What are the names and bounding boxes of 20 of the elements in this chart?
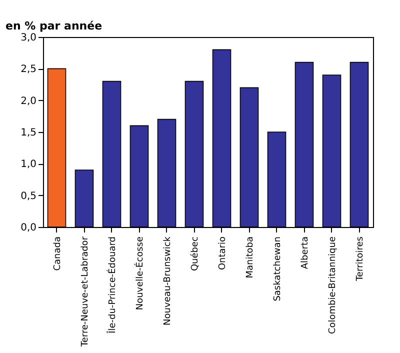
x-tick-label: Manitoba — [245, 236, 256, 278]
x-tick-label: Nouvelle-Écosse — [133, 236, 146, 310]
x-tick-label: Alberta — [300, 236, 310, 270]
x-tick-label: Ontario — [218, 236, 228, 270]
y-tick-label: 0,0 — [20, 222, 36, 234]
x-tick-label: Nouveau-Brunswick — [162, 236, 173, 326]
y-tick-label: 2,5 — [20, 64, 36, 76]
x-tick-label: Île-du-Prince-Édouard — [106, 236, 118, 334]
x-tick-label: Saskatchewan — [272, 236, 283, 302]
x-tick-label: Colombie-Britannique — [328, 236, 338, 334]
x-tick-label: Québec — [189, 236, 200, 272]
y-tick-label: 1,5 — [20, 128, 36, 138]
x-tick-label: Terre-Neuve-et-Labrador — [80, 236, 90, 348]
y-tick-label: 2,0 — [20, 96, 36, 107]
y-tick-label: 1,0 — [20, 159, 36, 170]
y-axis-title: en % par année — [6, 20, 102, 32]
x-tick-label: Canada — [52, 236, 63, 271]
y-tick-label: 3,0 — [20, 32, 36, 44]
y-tick-label: 0,5 — [20, 190, 36, 202]
x-tick-label: Territoires — [355, 236, 366, 282]
